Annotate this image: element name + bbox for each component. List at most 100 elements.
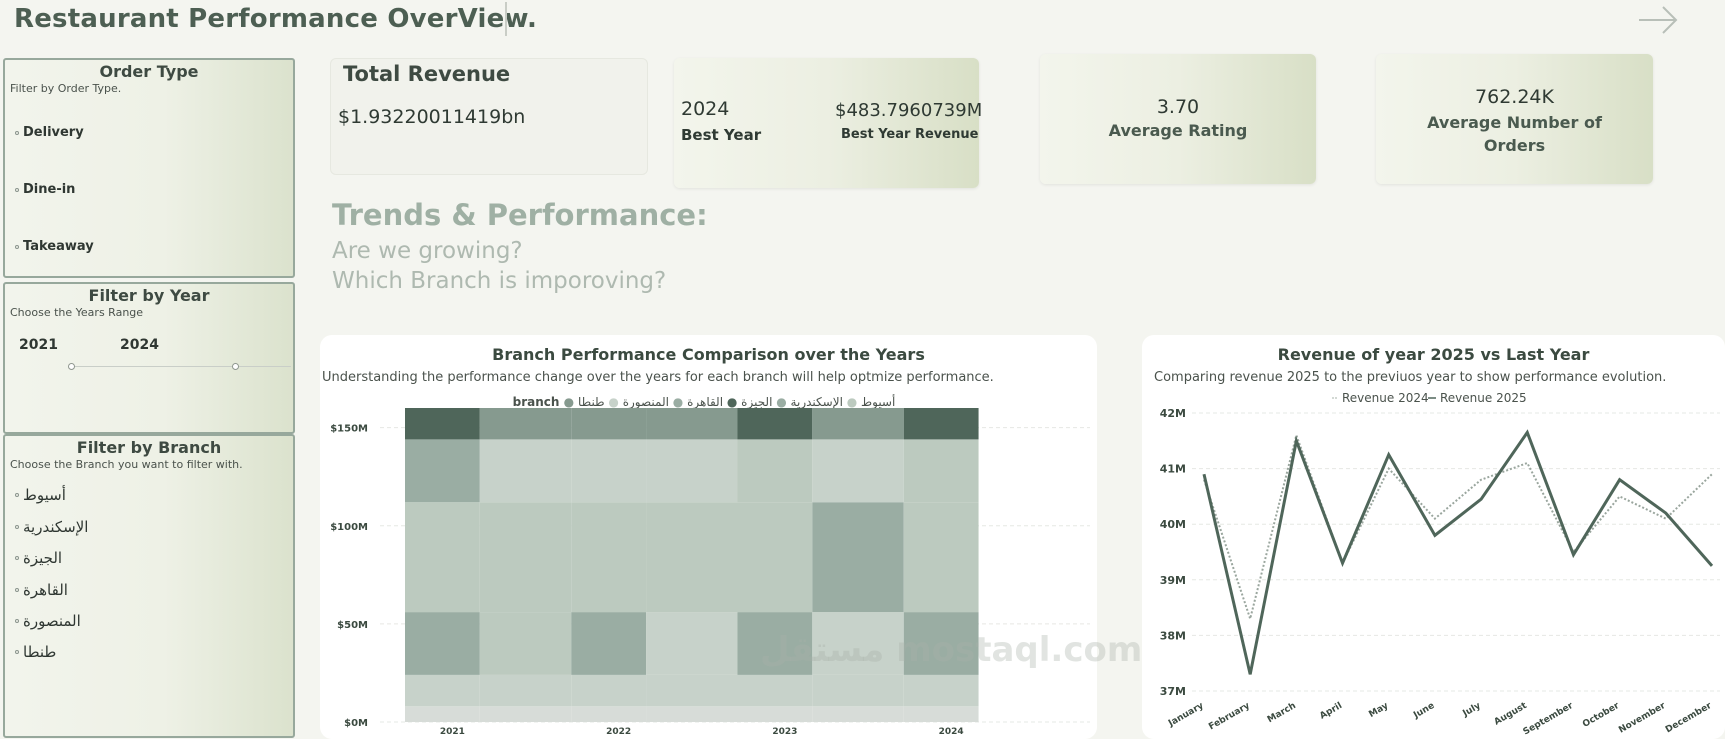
legend-item: الجيزة — [737, 395, 772, 410]
x-tick-label: November — [1617, 701, 1668, 736]
average-rating-label: Average Rating — [1108, 121, 1248, 140]
year-subtitle: Choose the Years Range — [10, 306, 144, 319]
arrow-right-icon[interactable] — [1633, 0, 1685, 40]
branch-option[interactable]: طنطا — [15, 643, 56, 661]
radio-icon — [15, 187, 19, 192]
ribbon-segment — [812, 706, 904, 722]
year-slicer: Filter by Year Choose the Years Range 20… — [3, 282, 295, 434]
total-revenue-value: $1.93220011419bn — [338, 106, 526, 128]
legend-item: Revenue 2024 — [1342, 391, 1429, 405]
branch-option[interactable]: أسيوط — [15, 486, 66, 504]
checkbox-icon — [15, 650, 19, 654]
checkbox-icon — [15, 556, 19, 560]
chart-legend: branch ● أسيوط ● الإسكندرية ● الجيزة ● ا… — [513, 394, 896, 410]
legend-marker: ● — [669, 395, 683, 409]
section-question-2: Which Branch is imporoving? — [332, 268, 667, 294]
branch-option[interactable]: الإسكندرية — [15, 518, 88, 536]
x-tick-label: May — [1367, 701, 1390, 720]
bar-segment — [405, 439, 480, 503]
branch-title: Filter by Branch — [76, 438, 222, 457]
revenue-chart-subtitle: Comparing revenue 2025 to the previuos y… — [1154, 370, 1667, 385]
bar-segment — [571, 706, 647, 722]
bar-segment — [903, 612, 979, 675]
y-tick-label: $150M — [330, 424, 368, 435]
branch-option[interactable]: المنصورة — [15, 612, 81, 630]
title-divider — [505, 2, 507, 36]
ribbon-segment — [646, 439, 738, 503]
best-year-card: 2024 Best Year $483.7960739M Best Year R… — [674, 58, 983, 188]
total-revenue-card: Total Revenue $1.93220011419bn — [330, 58, 648, 175]
x-tick-label: 2023 — [772, 727, 797, 737]
bar-segment — [571, 674, 647, 707]
revenue-chart-card: Revenue of year 2025 vs Last Year Compar… — [1142, 335, 1725, 739]
x-tick-label: 2022 — [606, 727, 631, 737]
branch-chart: $0M $50M $100M $150M branch ● أسيوط ● الإسكن… — [330, 394, 1090, 737]
ribbon-segment — [646, 502, 738, 613]
section-question-1: Are we growing? — [332, 238, 523, 264]
ribbon-segment — [479, 439, 572, 503]
section-title: Trends & Performance: — [332, 198, 708, 232]
average-orders-label: Average Number of Orders — [1427, 113, 1602, 155]
ribbon-segment — [479, 612, 572, 675]
branch-option[interactable]: الجيزة — [15, 549, 62, 567]
order-type-option[interactable]: Dine-in — [15, 182, 75, 197]
bar-segment — [571, 612, 647, 675]
legend-title: branch — [513, 395, 564, 409]
revenue-chart-title: Revenue of year 2025 vs Last Year — [1277, 345, 1590, 364]
year-slider-track[interactable] — [71, 366, 291, 367]
ribbon-segment — [479, 408, 572, 440]
bar-segment — [571, 439, 647, 503]
bar-segment — [903, 502, 979, 613]
bar-segment — [737, 439, 813, 503]
branch-slicer: Filter by Branch Choose the Branch you w… — [3, 434, 295, 738]
legend-item: المنصورة — [619, 395, 669, 410]
checkbox-icon — [15, 588, 19, 592]
legend-marker: ● — [605, 395, 619, 409]
average-rating-value: 3.70 — [1156, 96, 1200, 118]
page-title: Restaurant Performance OverView. — [14, 4, 538, 34]
order-type-title: Order Type — [99, 62, 199, 81]
ribbon-segment — [646, 408, 738, 440]
legend-marker: ● — [772, 395, 786, 409]
bar-segment — [903, 674, 979, 707]
legend-item: Revenue 2025 — [1440, 391, 1527, 405]
x-tick-label: December — [1664, 701, 1714, 736]
legend-marker: ● — [843, 395, 857, 409]
year-from: 2021 — [19, 337, 58, 353]
x-tick-label: October — [1581, 701, 1622, 730]
order-type-subtitle: Filter by Order Type. — [10, 82, 122, 95]
x-tick-label: August — [1493, 701, 1530, 728]
ribbon-segment — [812, 612, 904, 675]
watermark: مستقل mostaql.com — [760, 630, 1143, 670]
order-type-option[interactable]: Takeaway — [15, 239, 94, 254]
order-type-option[interactable]: Delivery — [15, 125, 84, 140]
best-year-value: 2024 — [681, 98, 730, 120]
x-tick-label: March — [1266, 701, 1298, 725]
ribbon-segment — [812, 502, 904, 613]
branch-chart-title: Branch Performance Comparison over the Y… — [492, 345, 925, 364]
year-slider-handle-start[interactable] — [68, 363, 75, 370]
ribbon-segment — [646, 706, 738, 722]
bar-segment — [405, 706, 480, 722]
branch-option[interactable]: القاهرة — [15, 581, 68, 599]
best-year-revenue-value: $483.7960739M — [835, 100, 983, 121]
year-slider-handle-end[interactable] — [232, 363, 239, 370]
legend-item: الإسكندرية — [787, 395, 843, 410]
ribbon-segment — [646, 612, 738, 675]
x-tick-label: 2021 — [440, 727, 465, 737]
legend-marker: ● — [564, 395, 578, 409]
series-line — [1202, 429, 1714, 675]
best-year-revenue-label: Best Year Revenue — [841, 127, 979, 142]
y-tick-label: 40M — [1160, 518, 1186, 531]
y-tick-label: $50M — [337, 620, 368, 631]
radio-icon — [15, 130, 19, 135]
radio-icon — [15, 244, 19, 249]
y-tick-label: 42M — [1160, 407, 1186, 420]
bar-segment — [903, 408, 979, 440]
x-tick-label: July — [1461, 701, 1483, 720]
y-tick-label: 41M — [1160, 463, 1186, 476]
series-line — [1203, 431, 1713, 623]
bar-segment — [571, 408, 647, 440]
y-tick-label: $0M — [344, 718, 368, 729]
legend-item: طنطا — [578, 395, 605, 409]
